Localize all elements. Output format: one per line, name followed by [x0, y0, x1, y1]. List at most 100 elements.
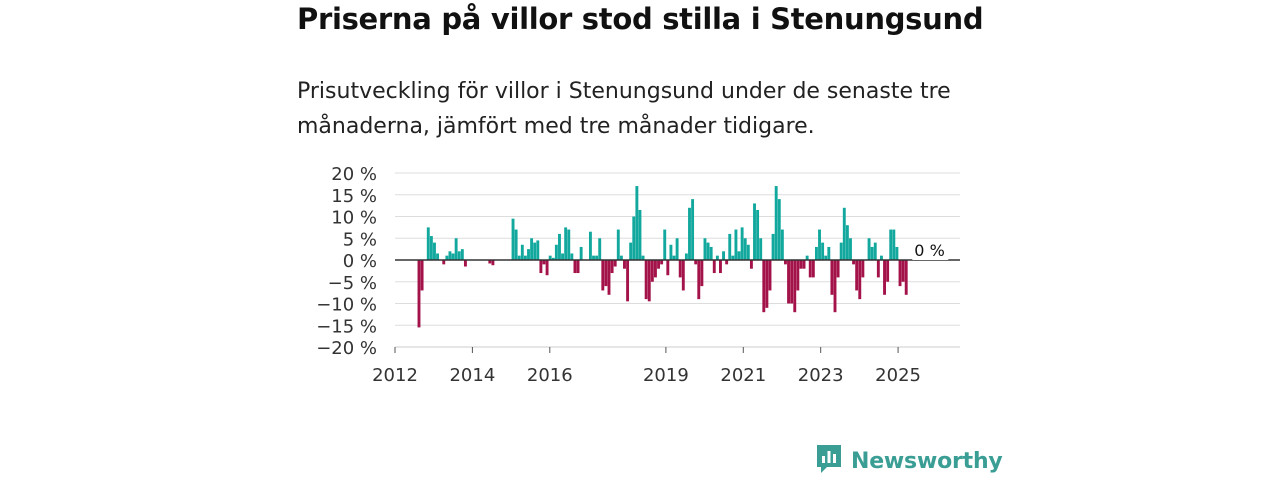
bar — [623, 260, 626, 269]
y-tick-label: 0 % — [343, 251, 377, 272]
bar — [644, 260, 648, 300]
x-tick-label: 2016 — [527, 365, 573, 386]
y-tick-label: −5 % — [328, 273, 377, 294]
bar — [653, 260, 657, 278]
bar — [703, 238, 707, 260]
bar — [491, 260, 495, 266]
x-tick-label: 2021 — [720, 365, 766, 386]
bar — [898, 260, 902, 287]
bar — [728, 233, 732, 260]
bar — [824, 255, 828, 260]
bar — [588, 231, 592, 260]
bar — [517, 255, 521, 260]
bar — [780, 229, 784, 260]
bar — [861, 260, 865, 278]
bar — [647, 260, 651, 302]
bar — [691, 199, 695, 260]
bar — [796, 260, 800, 291]
bar — [650, 260, 654, 282]
bar — [641, 255, 645, 260]
bar — [520, 244, 524, 260]
bar — [681, 260, 685, 291]
bar — [598, 238, 602, 260]
bar — [879, 255, 883, 260]
bar — [805, 255, 809, 260]
bar — [542, 260, 546, 265]
bar — [802, 260, 806, 269]
bar — [722, 251, 725, 260]
bar — [445, 255, 449, 260]
bar — [731, 255, 735, 260]
bar — [715, 255, 719, 260]
bar — [433, 242, 436, 260]
bar — [530, 238, 534, 260]
bar — [548, 255, 552, 260]
bar — [852, 260, 856, 265]
bar — [737, 251, 741, 260]
bar — [488, 260, 492, 264]
newsworthy-brand[interactable]: Newsworthy — [815, 445, 1003, 477]
bar — [610, 260, 614, 274]
newsworthy-logo-icon — [815, 443, 843, 479]
bar — [808, 260, 812, 278]
chart-subtitle: Prisutveckling för villor i Stenungsund … — [297, 79, 951, 139]
bar — [684, 253, 688, 260]
bar — [576, 260, 580, 274]
bar — [740, 227, 744, 261]
bar — [567, 229, 571, 260]
bar — [870, 246, 874, 260]
y-tick-label: 5 % — [343, 229, 377, 250]
bar — [457, 251, 461, 260]
bar — [511, 218, 515, 260]
bar — [629, 242, 633, 260]
x-tick-label: 2023 — [798, 365, 844, 386]
bar — [533, 242, 537, 260]
bar — [842, 207, 846, 260]
bar — [638, 209, 642, 260]
bar — [793, 260, 797, 313]
bar — [551, 257, 555, 260]
bar — [706, 242, 710, 260]
bar — [839, 242, 843, 260]
bar-layer — [417, 186, 908, 328]
bar — [657, 260, 660, 269]
bar — [604, 260, 608, 287]
bar — [697, 260, 701, 300]
bar — [417, 260, 421, 328]
bar — [833, 260, 837, 313]
bar — [765, 260, 769, 308]
bar — [855, 260, 859, 291]
bar — [523, 255, 527, 260]
bar — [619, 255, 623, 260]
bar — [756, 209, 760, 260]
bar — [867, 238, 871, 260]
bar — [762, 260, 766, 313]
bar — [436, 253, 440, 260]
bar — [554, 244, 558, 260]
bar — [827, 246, 831, 260]
bar — [545, 260, 549, 276]
bar — [595, 255, 599, 260]
bar — [678, 260, 682, 278]
bar — [454, 238, 458, 260]
y-tick-label: 20 % — [331, 164, 377, 185]
bar — [818, 229, 821, 260]
bar — [836, 260, 840, 278]
y-tick-label: 10 % — [331, 208, 377, 229]
bar — [666, 260, 670, 276]
y-tick-label: −10 % — [316, 295, 377, 316]
bar — [771, 233, 775, 260]
bar — [592, 255, 595, 260]
bar — [573, 260, 577, 274]
last-value-box — [912, 240, 949, 260]
x-tick-label: 2012 — [372, 365, 418, 386]
bar — [442, 260, 446, 265]
bar — [570, 253, 574, 260]
bar — [635, 186, 639, 260]
bar — [811, 260, 815, 278]
bar — [564, 227, 568, 261]
bar — [539, 260, 543, 274]
bar — [558, 233, 561, 260]
bar — [886, 260, 890, 282]
y-tick-label: −20 % — [316, 338, 377, 359]
